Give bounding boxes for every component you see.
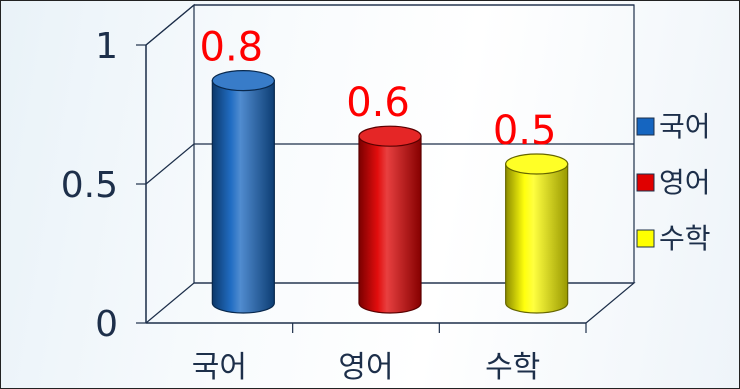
grid-line bbox=[145, 143, 634, 185]
data-label: 0.8 bbox=[200, 25, 264, 71]
legend-label: 국어 bbox=[659, 110, 711, 143]
legend-swatch bbox=[636, 117, 655, 136]
grid-line bbox=[145, 4, 634, 46]
y-tick-labels: 00.51 bbox=[61, 26, 118, 345]
legend-swatch bbox=[636, 173, 655, 192]
legend-label: 영어 bbox=[659, 166, 711, 199]
grid-lines bbox=[145, 4, 634, 324]
legend-item: 수학 bbox=[636, 222, 711, 255]
bar-body bbox=[505, 163, 569, 314]
data-label: 0.5 bbox=[493, 108, 557, 154]
grid-line bbox=[145, 282, 634, 324]
bar-body bbox=[358, 135, 422, 314]
x-tick-label: 국어 bbox=[192, 350, 247, 385]
legend-label: 수학 bbox=[659, 222, 711, 255]
legend-item: 영어 bbox=[636, 166, 711, 199]
axes bbox=[136, 44, 587, 333]
y-tick-label: 1 bbox=[95, 26, 118, 67]
bar-top bbox=[505, 153, 569, 175]
y-tick-label: 0.5 bbox=[61, 165, 118, 206]
data-label: 0.6 bbox=[346, 80, 410, 126]
x-tick-labels: 국어 영어 수학 bbox=[192, 350, 541, 385]
bars bbox=[211, 69, 569, 314]
data-labels: 0.8 0.6 0.5 bbox=[200, 25, 557, 154]
bar-top bbox=[358, 125, 422, 147]
bar-top bbox=[211, 69, 275, 92]
x-tick-label: 수학 bbox=[485, 350, 540, 385]
bar-body bbox=[211, 80, 275, 314]
x-tick-label: 영어 bbox=[338, 350, 393, 385]
bar-영어 bbox=[358, 125, 422, 314]
legend-item: 국어 bbox=[636, 110, 711, 143]
legend-swatch bbox=[636, 229, 655, 248]
bar-수학 bbox=[505, 153, 569, 314]
bar-국어 bbox=[211, 69, 275, 314]
y-tick-label: 0 bbox=[95, 304, 118, 345]
